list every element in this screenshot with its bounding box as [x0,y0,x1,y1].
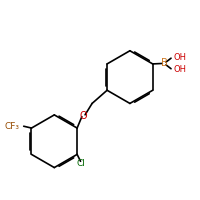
Text: OH: OH [174,53,187,62]
Text: O: O [80,111,87,121]
Text: OH: OH [174,65,187,74]
Text: CF₃: CF₃ [5,122,20,131]
Text: Cl: Cl [77,159,86,168]
Text: B: B [161,58,168,68]
